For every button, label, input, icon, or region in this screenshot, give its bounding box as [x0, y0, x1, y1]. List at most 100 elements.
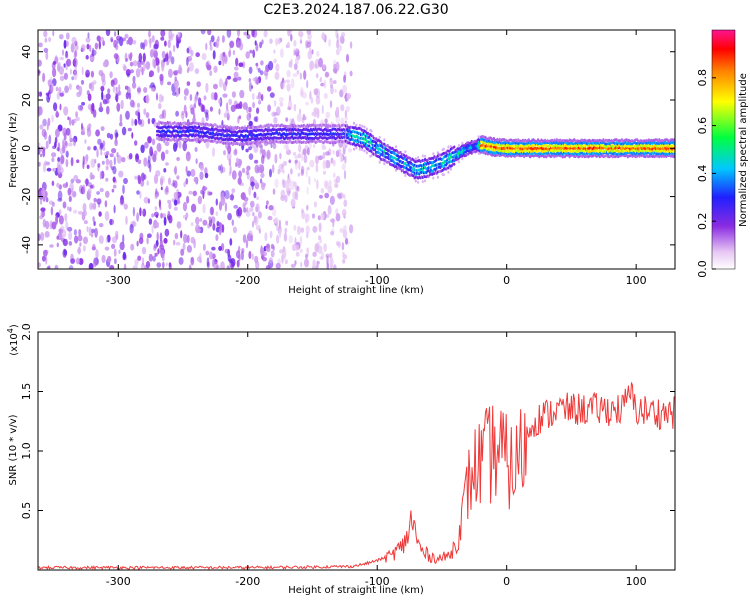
noise-cell: [212, 223, 216, 231]
noise-cell: [145, 61, 151, 70]
noise-cell: [71, 76, 75, 81]
noise-cell: [46, 167, 52, 172]
noise-cell: [271, 111, 277, 117]
noise-cell: [232, 50, 235, 56]
noise-cell: [232, 77, 238, 83]
noise-cell: [231, 219, 234, 227]
noise-cell: [185, 178, 189, 185]
noise-cell: [248, 66, 253, 75]
noise-cell: [190, 222, 194, 227]
noise-cell: [256, 78, 259, 85]
noise-cell: [208, 251, 214, 260]
heatmap-marks: [38, 30, 675, 269]
noise-cell: [322, 64, 326, 70]
noise-cell: [213, 83, 218, 90]
noise-cell: [298, 145, 301, 152]
noise-cell: [237, 177, 242, 185]
noise-cell: [68, 231, 72, 240]
multiplier-exponent: 4: [6, 328, 15, 333]
noise-cell: [122, 184, 125, 195]
noise-cell: [85, 55, 89, 60]
noise-cell: [62, 144, 66, 154]
noise-cell: [74, 50, 78, 58]
noise-cell: [149, 38, 152, 49]
noise-cell: [256, 107, 260, 114]
noise-cell: [318, 222, 322, 233]
noise-cell: [195, 228, 201, 233]
noise-cell: [158, 103, 162, 110]
noise-cell: [110, 38, 114, 43]
noise-cell: [277, 38, 281, 45]
noise-cell: [145, 112, 150, 119]
noise-cell: [38, 161, 41, 167]
noise-cell: [149, 146, 154, 157]
noise-cell: [106, 132, 111, 139]
noise-cell: [105, 165, 109, 171]
noise-cell: [82, 155, 86, 166]
noise-cell: [185, 166, 188, 173]
noise-cell: [335, 150, 340, 158]
noise-cell: [115, 132, 119, 138]
noise-cell: [67, 187, 72, 196]
noise-cell: [44, 37, 48, 43]
noise-cell: [226, 265, 230, 269]
noise-cell: [248, 153, 254, 161]
noise-cell: [174, 76, 177, 82]
noise-cell: [227, 212, 233, 221]
noise-cell: [186, 234, 190, 244]
noise-cell: [63, 72, 68, 80]
noise-cell: [38, 142, 41, 147]
noise-cell: [39, 124, 44, 130]
noise-cell: [218, 246, 223, 251]
ridge-cell: [414, 157, 417, 161]
noise-cell: [186, 170, 192, 177]
noise-cell: [147, 118, 151, 125]
x-tick-label: 100: [626, 274, 647, 287]
bottom-x-ticks: -300 -200 -100 0 100: [106, 332, 647, 588]
noise-cell: [83, 209, 87, 217]
noise-cell: [85, 37, 91, 43]
noise-cell: [81, 101, 86, 106]
noise-cell: [114, 129, 118, 139]
noise-cell: [325, 159, 331, 169]
noise-cell: [208, 216, 212, 221]
noise-cell: [159, 244, 165, 251]
noise-cell: [252, 77, 257, 81]
noise-cell: [168, 202, 172, 210]
noise-cell: [304, 213, 310, 223]
noise-cell: [231, 91, 236, 98]
noise-cell: [341, 208, 347, 217]
noise-cell: [205, 112, 209, 122]
ridge-cell: [414, 179, 417, 183]
noise-cell: [147, 198, 150, 204]
snr-series-line: [38, 382, 675, 570]
ridge-cell: [432, 152, 435, 156]
noise-cell: [52, 168, 56, 172]
noise-cell: [49, 244, 54, 248]
noise-cell: [263, 30, 268, 38]
noise-cell: [272, 208, 277, 217]
noise-cell: [199, 171, 204, 180]
noise-cell: [129, 69, 134, 74]
multiplier-base: (x10: [9, 333, 20, 356]
noise-cell: [306, 247, 309, 253]
noise-cell: [73, 209, 78, 214]
noise-cell: [173, 180, 178, 189]
noise-cell: [238, 115, 242, 120]
noise-cell: [251, 85, 254, 89]
noise-cell: [295, 57, 299, 65]
noise-cell: [200, 164, 204, 171]
noise-cell: [132, 60, 138, 67]
noise-cell: [218, 108, 221, 115]
noise-cell: [160, 151, 166, 161]
noise-cell: [50, 206, 54, 216]
noise-cell: [302, 114, 306, 118]
noise-cell: [174, 165, 178, 176]
noise-cell: [109, 71, 113, 79]
noise-cell: [97, 163, 101, 168]
noise-cell: [45, 161, 50, 166]
noise-cell: [173, 206, 178, 211]
noise-cell: [268, 257, 273, 264]
noise-cell: [220, 195, 226, 206]
noise-cell: [124, 85, 129, 90]
